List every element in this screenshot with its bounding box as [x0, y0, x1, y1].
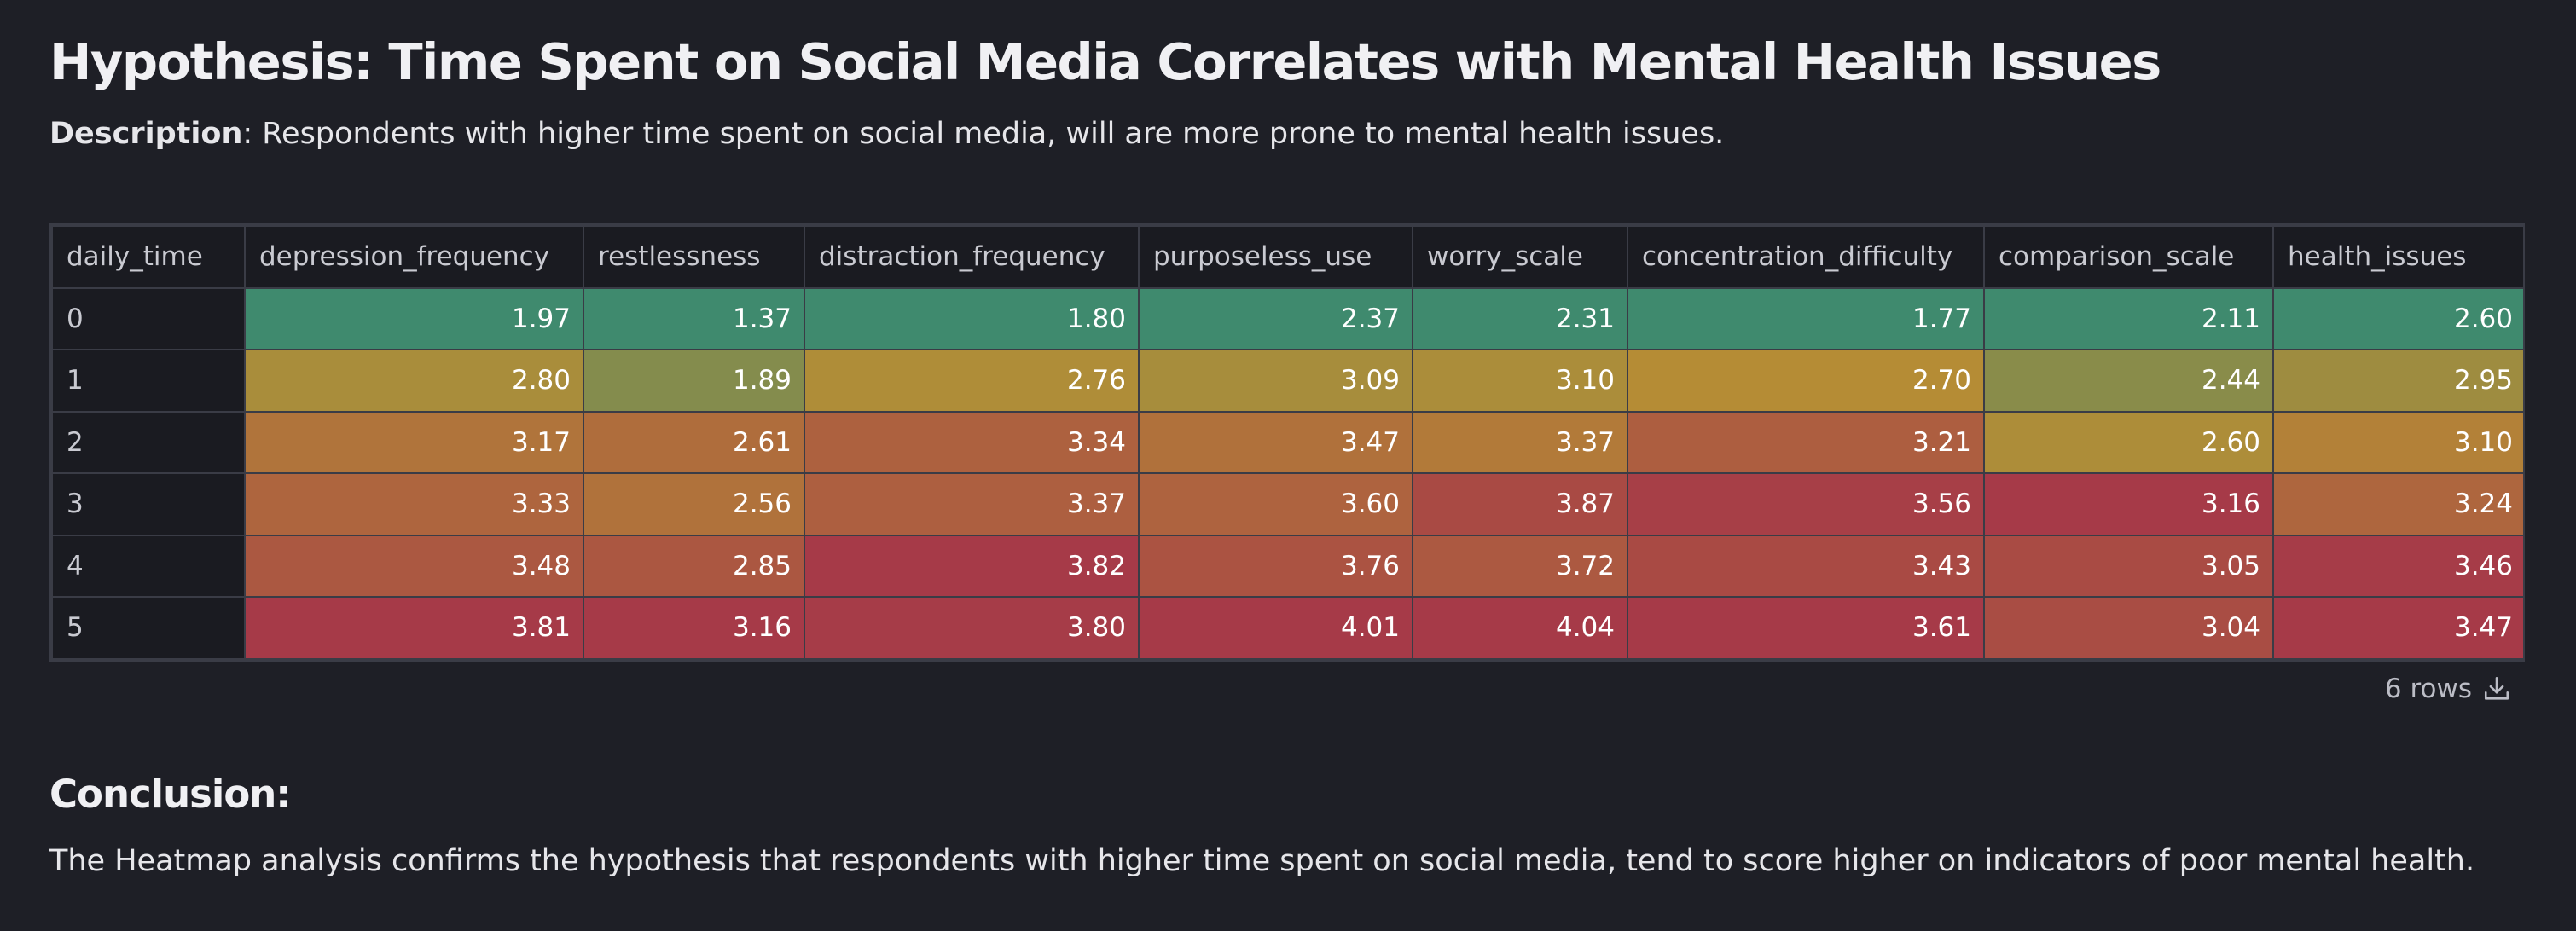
table-cell[interactable]: 3.47: [1138, 410, 1413, 474]
table-cell[interactable]: 3.16: [583, 596, 805, 660]
table-cell[interactable]: 2.61: [583, 410, 805, 474]
table-cell[interactable]: 3.37: [804, 472, 1140, 536]
table-cell[interactable]: 2.95: [2272, 349, 2523, 413]
table-cell[interactable]: 3.17: [244, 410, 584, 474]
table-cell[interactable]: 1.37: [583, 286, 805, 350]
column-header[interactable]: concentration_difficulty: [1627, 225, 1985, 289]
table-row: 4 3.48 2.85 3.82 3.76 3.72 3.43 3.05 3.46: [51, 534, 2523, 598]
row-count: 6 rows: [2384, 674, 2472, 704]
column-header[interactable]: depression_frequency: [244, 225, 584, 289]
table-cell[interactable]: 1.97: [244, 286, 584, 350]
table-cell[interactable]: 3.76: [1138, 534, 1413, 598]
table-cell[interactable]: 4.01: [1138, 596, 1413, 660]
table-cell[interactable]: 3.80: [804, 596, 1140, 660]
column-header[interactable]: purposeless_use: [1138, 225, 1413, 289]
table-cell[interactable]: 2.85: [583, 534, 805, 598]
table-cell[interactable]: 3.82: [804, 534, 1140, 598]
column-header[interactable]: comparison_scale: [1983, 225, 2274, 289]
table-cell[interactable]: 2.37: [1138, 286, 1413, 350]
table-row: 0 1.97 1.37 1.80 2.37 2.31 1.77 2.11 2.60: [51, 286, 2523, 350]
row-index: 3: [51, 472, 246, 536]
table-footer: 6 rows: [2385, 674, 2511, 704]
column-header[interactable]: health_issues: [2272, 225, 2523, 289]
table-cell[interactable]: 3.04: [1983, 596, 2274, 660]
table-cell[interactable]: 3.47: [2272, 596, 2523, 660]
table-cell[interactable]: 2.44: [1983, 349, 2274, 413]
table-cell[interactable]: 2.60: [1983, 410, 2274, 474]
table-header-row: daily_time depression_frequency restless…: [51, 225, 2523, 289]
table-cell[interactable]: 2.11: [1983, 286, 2274, 350]
table-cell[interactable]: 3.24: [2272, 472, 2523, 536]
table-cell[interactable]: 2.56: [583, 472, 805, 536]
description: Description: Respondents with higher tim…: [49, 117, 1724, 151]
table-row: 5 3.81 3.16 3.80 4.01 4.04 3.61 3.04 3.47: [51, 596, 2523, 660]
page-title: Hypothesis: Time Spent on Social Media C…: [49, 32, 2161, 91]
column-header[interactable]: worry_scale: [1412, 225, 1628, 289]
table-cell[interactable]: 3.21: [1627, 410, 1985, 474]
table-cell[interactable]: 3.48: [244, 534, 584, 598]
table-cell[interactable]: 3.72: [1412, 534, 1628, 598]
table-cell[interactable]: 3.46: [2272, 534, 2523, 598]
table-cell[interactable]: 3.56: [1627, 472, 1985, 536]
row-index: 2: [51, 410, 246, 474]
table-cell[interactable]: 3.61: [1627, 596, 1985, 660]
table-cell[interactable]: 3.09: [1138, 349, 1413, 413]
column-header-daily-time[interactable]: daily_time: [51, 225, 246, 289]
table-cell[interactable]: 2.70: [1627, 349, 1985, 413]
table-cell[interactable]: 3.10: [2272, 410, 2523, 474]
table-cell[interactable]: 3.16: [1983, 472, 2274, 536]
column-header[interactable]: distraction_frequency: [804, 225, 1140, 289]
table-cell[interactable]: 1.80: [804, 286, 1140, 350]
table-cell[interactable]: 2.60: [2272, 286, 2523, 350]
table-cell[interactable]: 3.43: [1627, 534, 1985, 598]
column-header[interactable]: restlessness: [583, 225, 805, 289]
table-cell[interactable]: 3.60: [1138, 472, 1413, 536]
row-index: 0: [51, 286, 246, 350]
table-cell[interactable]: 3.37: [1412, 410, 1628, 474]
row-index: 1: [51, 349, 246, 413]
table-cell[interactable]: 3.05: [1983, 534, 2274, 598]
table-row: 3 3.33 2.56 3.37 3.60 3.87 3.56 3.16 3.24: [51, 472, 2523, 536]
conclusion-title: Conclusion:: [49, 772, 291, 817]
table-cell[interactable]: 3.34: [804, 410, 1140, 474]
table-cell[interactable]: 3.33: [244, 472, 584, 536]
description-label: Description: [49, 117, 243, 151]
row-index: 4: [51, 534, 246, 598]
table-cell[interactable]: 3.87: [1412, 472, 1628, 536]
row-index: 5: [51, 596, 246, 660]
table-cell[interactable]: 3.10: [1412, 349, 1628, 413]
conclusion-text: The Heatmap analysis confirms the hypoth…: [49, 844, 2475, 878]
table-cell[interactable]: 2.76: [804, 349, 1140, 413]
table-cell[interactable]: 3.81: [244, 596, 584, 660]
download-icon[interactable]: [2482, 674, 2511, 703]
table-cell[interactable]: 4.04: [1412, 596, 1628, 660]
description-text: : Respondents with higher time spent on …: [242, 117, 1725, 151]
table-cell[interactable]: 1.89: [583, 349, 805, 413]
table-cell[interactable]: 1.77: [1627, 286, 1985, 350]
table-cell[interactable]: 2.31: [1412, 286, 1628, 350]
dataframe-table[interactable]: daily_time depression_frequency restless…: [49, 223, 2525, 662]
table-cell[interactable]: 2.80: [244, 349, 584, 413]
table-row: 1 2.80 1.89 2.76 3.09 3.10 2.70 2.44 2.95: [51, 349, 2523, 413]
table-row: 2 3.17 2.61 3.34 3.47 3.37 3.21 2.60 3.10: [51, 410, 2523, 474]
